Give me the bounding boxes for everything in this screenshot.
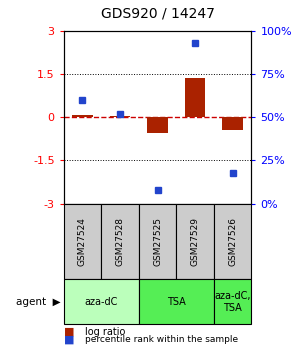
Bar (214, 204, 251, 279)
Text: percentile rank within the sample: percentile rank within the sample (85, 335, 238, 344)
Bar (176, 204, 214, 279)
Text: agent  ▶: agent ▶ (16, 297, 61, 307)
Bar (72, 115, 93, 117)
Text: GDS920 / 14247: GDS920 / 14247 (101, 7, 215, 21)
Bar (147, 117, 168, 133)
Bar (101, 204, 139, 279)
Text: GSM27524: GSM27524 (78, 217, 87, 266)
Text: GSM27526: GSM27526 (228, 217, 237, 266)
Text: log ratio: log ratio (85, 327, 125, 337)
Text: GSM27525: GSM27525 (153, 217, 162, 266)
Text: TSA: TSA (167, 297, 186, 307)
Text: aza-dC: aza-dC (85, 297, 118, 307)
Bar (214, 279, 251, 324)
Text: ■: ■ (64, 335, 74, 345)
Bar (185, 79, 205, 117)
Text: GSM27529: GSM27529 (191, 217, 200, 266)
Text: aza-dC,
TSA: aza-dC, TSA (215, 291, 251, 313)
Bar (139, 204, 176, 279)
Text: GSM27528: GSM27528 (115, 217, 125, 266)
Bar (64, 204, 101, 279)
Bar (139, 279, 214, 324)
Bar (222, 117, 243, 130)
Bar (64, 279, 139, 324)
Text: ■: ■ (64, 327, 74, 337)
